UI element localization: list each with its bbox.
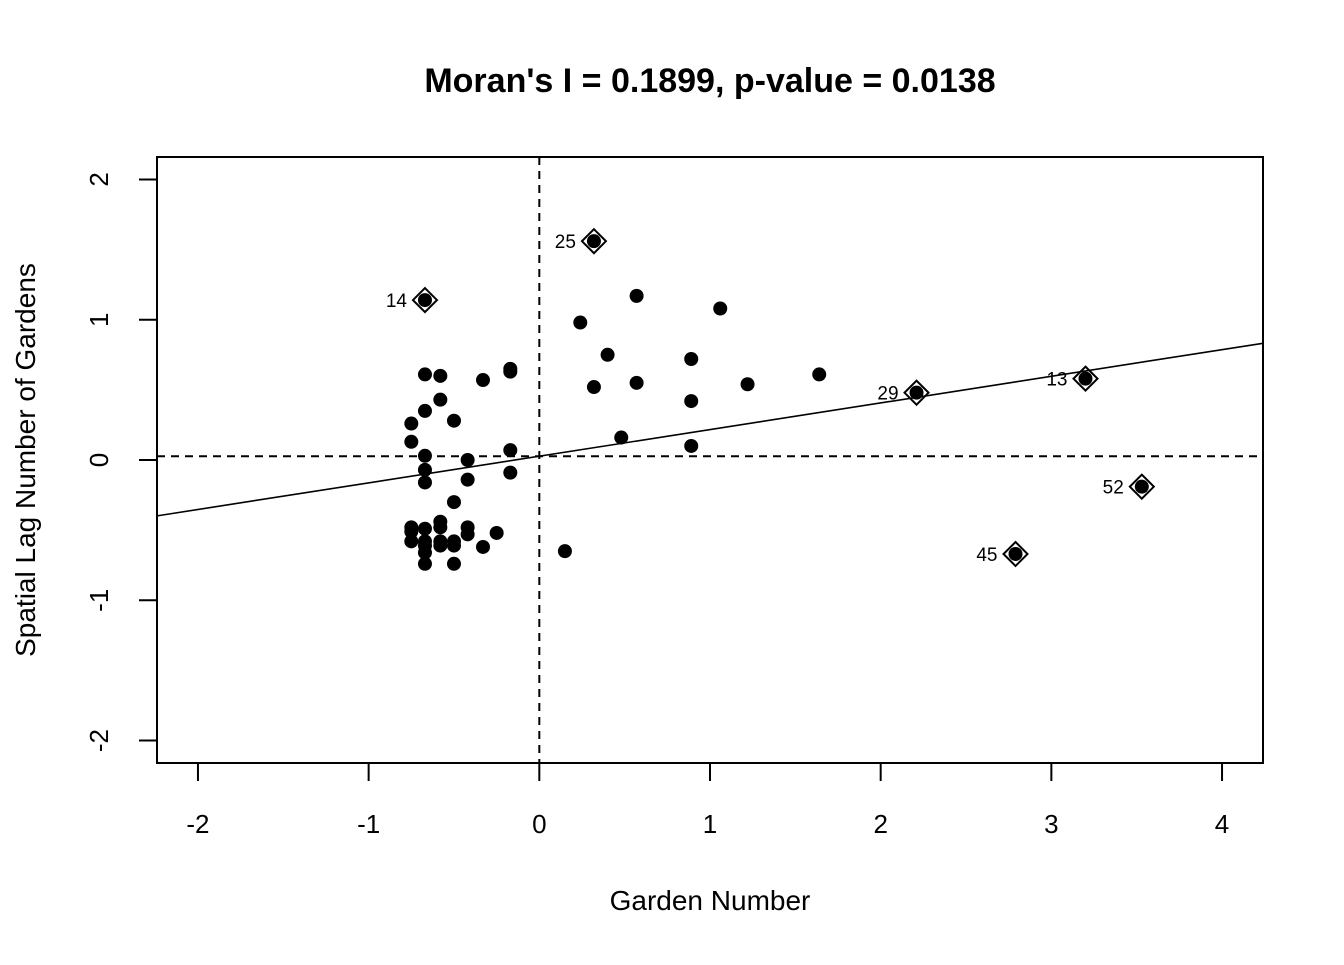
data-point — [600, 347, 615, 362]
data-point — [404, 534, 419, 549]
influential-point-label: 13 — [1046, 370, 1067, 391]
plot-clip-group: 14 25 29 13 52 45 — [157, 157, 1263, 763]
data-point — [503, 361, 518, 376]
y-axis-label: Spatial Lag Number of Gardens — [10, 263, 41, 657]
x-tick-label: 3 — [1044, 809, 1058, 839]
data-point — [433, 368, 448, 383]
data-point — [460, 453, 475, 467]
data-point — [404, 416, 419, 431]
plot-area: -2 -1 0 1 2 3 4 -2 -1 0 1 2 14 25 29 13 52 45 — [84, 156, 1264, 839]
data-point — [433, 538, 448, 553]
data-point — [417, 403, 432, 418]
data-point — [446, 556, 461, 571]
data-point — [503, 443, 518, 458]
y-tick-label: 1 — [84, 312, 114, 326]
data-point — [503, 465, 518, 480]
data-point — [586, 380, 601, 395]
influential-point — [1008, 546, 1023, 561]
y-tick-label: -1 — [84, 589, 114, 612]
influential-diamond — [1072, 365, 1099, 393]
influential-point-label: 14 — [386, 291, 408, 312]
data-point — [404, 434, 419, 449]
data-point — [573, 315, 588, 330]
x-tick-label: -1 — [357, 809, 380, 839]
regression-line — [157, 342, 1263, 517]
data-point — [629, 288, 644, 303]
data-point — [684, 352, 699, 366]
data-point — [812, 367, 827, 382]
data-point — [460, 527, 475, 542]
y-tick-label: 2 — [84, 172, 114, 186]
data-point — [417, 521, 432, 536]
data-point — [417, 367, 432, 382]
x-axis-label: Garden Number — [610, 885, 811, 916]
y-tick-label: 0 — [84, 453, 114, 467]
data-point — [684, 394, 699, 409]
influential-point-label: 25 — [555, 232, 576, 253]
data-point — [404, 524, 419, 539]
y-tick-label: -2 — [84, 729, 114, 752]
data-point — [614, 430, 629, 445]
data-point — [433, 520, 448, 535]
influential-point — [586, 234, 601, 249]
influential-diamond — [1128, 473, 1156, 501]
data-point — [713, 301, 728, 316]
x-tick-label: 1 — [703, 809, 717, 839]
influential-point — [1134, 479, 1149, 494]
chart-title: Moran's I = 0.1899, p-value = 0.0138 — [424, 62, 995, 100]
data-point — [629, 375, 644, 390]
data-point — [740, 377, 755, 392]
influential-diamond — [1002, 540, 1029, 568]
data-point — [460, 472, 475, 487]
data-point — [417, 462, 432, 477]
influential-point-label: 45 — [976, 545, 997, 566]
influential-point — [417, 293, 432, 308]
x-tick-label: 4 — [1215, 809, 1229, 839]
data-point — [446, 495, 461, 510]
data-point — [475, 373, 490, 388]
influential-diamond — [411, 286, 439, 314]
data-point — [684, 438, 699, 453]
data-point — [417, 545, 432, 560]
influential-point — [909, 385, 924, 400]
x-tick-label: 2 — [873, 809, 887, 839]
data-point — [417, 448, 432, 463]
influential-point-label: 29 — [877, 384, 898, 405]
x-tick-label: 0 — [532, 809, 546, 839]
influential-diamond — [580, 227, 608, 255]
influential-diamond — [903, 379, 930, 407]
data-point — [417, 475, 432, 490]
data-point — [417, 556, 432, 571]
plot-frame — [156, 156, 1264, 764]
data-point — [557, 544, 572, 559]
data-point — [433, 392, 448, 407]
influential-point-label: 52 — [1103, 478, 1124, 499]
data-point — [446, 538, 461, 553]
data-point — [446, 413, 461, 428]
data-point — [489, 525, 504, 540]
influential-point — [1078, 371, 1093, 386]
data-point — [475, 539, 490, 554]
x-tick-label: -2 — [186, 809, 209, 839]
